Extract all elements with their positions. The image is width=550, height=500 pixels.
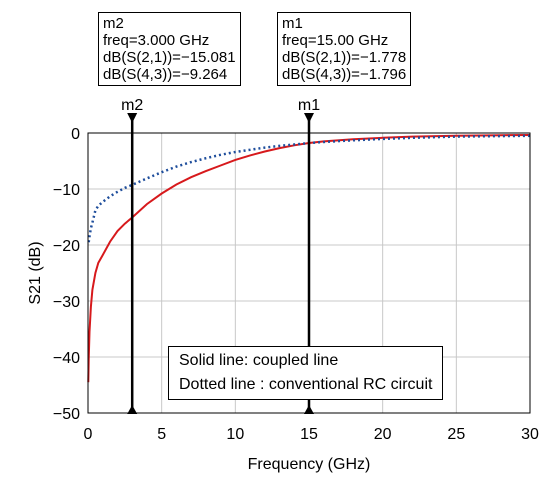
marker-box-m1-s21: dB(S(2,1))=−1.778 xyxy=(282,49,407,66)
marker-box-m1-name: m1 xyxy=(282,15,303,32)
x-tick-label: 5 xyxy=(157,426,166,443)
x-tick-label: 0 xyxy=(84,426,93,443)
marker-box-m1-freq: freq=15.00 GHz xyxy=(282,32,389,49)
marker-group: m2 m1 xyxy=(121,97,320,414)
marker-box-m2: m2 freq=3.000 GHz dB(S(2,1))=−15.081 dB(… xyxy=(98,12,241,86)
legend-box: Solid line: coupled line Dotted line : c… xyxy=(168,346,444,400)
y-tick-label: −10 xyxy=(53,182,80,199)
x-tick-label: 30 xyxy=(521,426,539,443)
y-axis-label: S21 (dB) xyxy=(27,241,44,304)
marker-label-m1: m1 xyxy=(298,97,320,114)
y-tick-label: −20 xyxy=(53,238,80,255)
marker-bottom-arrow-m1 xyxy=(304,405,314,414)
x-tick-label: 25 xyxy=(447,426,465,443)
x-axis-label: Frequency (GHz) xyxy=(248,456,371,473)
marker-box-m1-s43: dB(S(4,3))=−1.796 xyxy=(282,66,407,83)
marker-label-m2: m2 xyxy=(121,97,143,114)
marker-top-arrow-m1 xyxy=(304,113,314,123)
marker-box-m1: m1 freq=15.00 GHz dB(S(2,1))=−1.778 dB(S… xyxy=(277,12,412,86)
x-tick-label: 20 xyxy=(374,426,392,443)
tick-labels: 0 5 10 15 20 25 30 0 −10 −20 −30 −40 −50 xyxy=(53,126,539,443)
y-tick-label: −40 xyxy=(53,350,80,367)
x-tick-label: 10 xyxy=(226,426,244,443)
series-line-dotted xyxy=(87,134,531,243)
x-tick-label: 15 xyxy=(300,426,318,443)
series-group xyxy=(87,134,531,383)
marker-box-m2-freq: freq=3.000 GHz xyxy=(103,32,210,49)
legend-solid-text: Solid line: coupled line xyxy=(179,352,339,369)
y-tick-label: −50 xyxy=(53,406,80,423)
y-tick-label: 0 xyxy=(71,126,80,143)
marker-top-arrow-m2 xyxy=(127,113,138,123)
marker-box-m2-s43: dB(S(4,3))=−9.264 xyxy=(103,66,228,83)
marker-bottom-arrow-m2 xyxy=(127,405,138,414)
marker-box-m2-s21: dB(S(2,1))=−15.081 xyxy=(103,49,236,66)
plot-frame xyxy=(87,132,531,414)
marker-box-m2-name: m2 xyxy=(103,15,124,32)
legend-dotted-text: Dotted line : conventional RC circuit xyxy=(179,376,433,393)
y-tick-label: −30 xyxy=(53,294,80,311)
